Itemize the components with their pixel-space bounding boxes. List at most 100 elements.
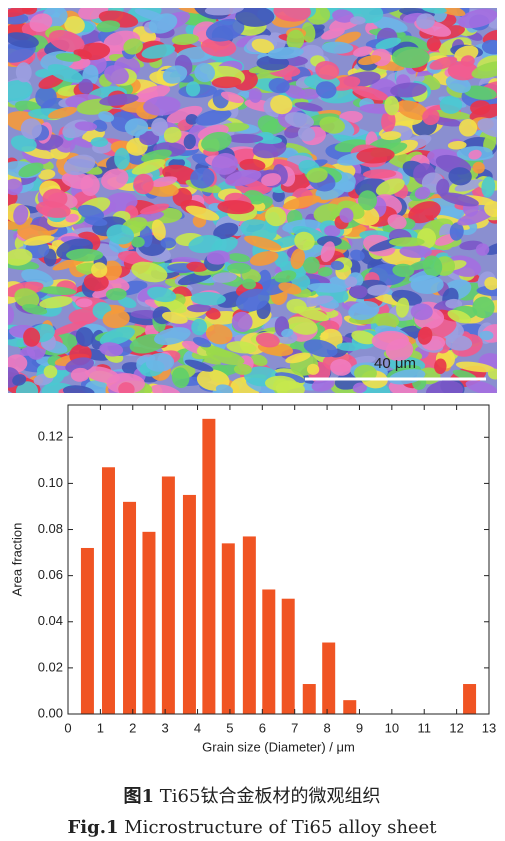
grain — [185, 81, 201, 97]
grain — [194, 63, 216, 83]
grain — [105, 288, 127, 301]
grain — [445, 298, 463, 309]
x-axis-label: Grain size (Diameter) / μm — [202, 739, 355, 754]
grain — [375, 37, 402, 50]
grain — [267, 46, 304, 60]
grain — [426, 380, 464, 393]
grain — [303, 339, 338, 358]
grain — [47, 64, 83, 83]
grain — [265, 206, 287, 227]
grain — [35, 201, 71, 218]
grain — [468, 149, 482, 160]
grain — [145, 353, 175, 372]
grain — [324, 225, 341, 237]
grain — [388, 369, 426, 385]
grain — [65, 357, 95, 374]
grain — [396, 297, 410, 318]
scale-bar-label: 40 μm — [374, 355, 416, 372]
grain — [310, 295, 334, 305]
grain — [252, 139, 287, 159]
bar — [242, 536, 256, 714]
grain — [96, 20, 121, 33]
grain — [472, 161, 485, 174]
grain — [384, 96, 400, 116]
grain — [274, 270, 297, 283]
grain — [472, 296, 495, 319]
grain — [75, 327, 94, 347]
grain — [417, 326, 433, 345]
grain — [226, 133, 264, 144]
grain — [449, 222, 464, 241]
grain — [332, 9, 354, 23]
grain — [408, 259, 434, 271]
grain — [294, 231, 315, 251]
grain — [242, 278, 257, 290]
grain — [354, 364, 377, 382]
ebsd-map — [8, 8, 497, 393]
grain — [372, 16, 408, 33]
grain — [68, 308, 99, 325]
grain — [8, 178, 23, 196]
grain — [20, 118, 42, 140]
grain — [226, 341, 257, 354]
grain — [351, 330, 376, 345]
grain — [350, 249, 365, 261]
grain — [275, 380, 305, 393]
bar — [161, 476, 175, 714]
grain — [147, 286, 177, 303]
grain — [350, 16, 366, 25]
grain — [290, 248, 305, 270]
grain — [8, 12, 29, 25]
grain — [454, 179, 484, 192]
grain — [39, 296, 73, 309]
grain — [154, 327, 191, 346]
grain — [101, 168, 129, 190]
grain — [141, 149, 172, 163]
grain — [344, 276, 358, 287]
grain — [160, 237, 177, 249]
grain — [201, 131, 232, 152]
grain — [55, 53, 82, 62]
grain — [130, 236, 145, 248]
x-tick-label: 0 — [64, 720, 71, 735]
grain — [80, 174, 100, 197]
grain — [231, 311, 253, 332]
grain — [458, 118, 478, 137]
grain — [143, 96, 181, 116]
caption-text: Microstructure of Ti65 alloy sheet — [124, 817, 437, 838]
caption-label: Fig.1 — [68, 817, 119, 838]
grain — [217, 200, 255, 215]
x-tick-label: 12 — [449, 720, 463, 735]
grain — [256, 55, 290, 71]
grain — [118, 296, 137, 309]
grain — [457, 208, 495, 226]
grain — [248, 88, 262, 103]
grain — [270, 94, 293, 115]
bar — [343, 700, 357, 714]
grain — [10, 135, 37, 152]
caption-label: 图1 — [124, 786, 155, 807]
grain — [380, 131, 402, 141]
y-tick-label: 0.06 — [38, 567, 63, 582]
grain — [287, 316, 318, 335]
grain — [171, 367, 190, 389]
grain — [362, 169, 397, 179]
y-tick-label: 0.04 — [38, 613, 63, 628]
grain — [421, 8, 447, 14]
x-tick-label: 6 — [259, 720, 266, 735]
grain — [104, 65, 129, 85]
grain — [440, 192, 479, 207]
grain — [447, 309, 472, 324]
grain — [477, 118, 497, 138]
bar — [322, 642, 336, 714]
grain — [75, 298, 93, 308]
grain — [375, 178, 405, 196]
grain — [14, 288, 40, 309]
grain — [74, 121, 98, 131]
grain — [8, 248, 33, 266]
grain — [294, 102, 323, 112]
grain — [70, 367, 90, 382]
grain — [78, 78, 94, 95]
grain — [367, 284, 391, 296]
